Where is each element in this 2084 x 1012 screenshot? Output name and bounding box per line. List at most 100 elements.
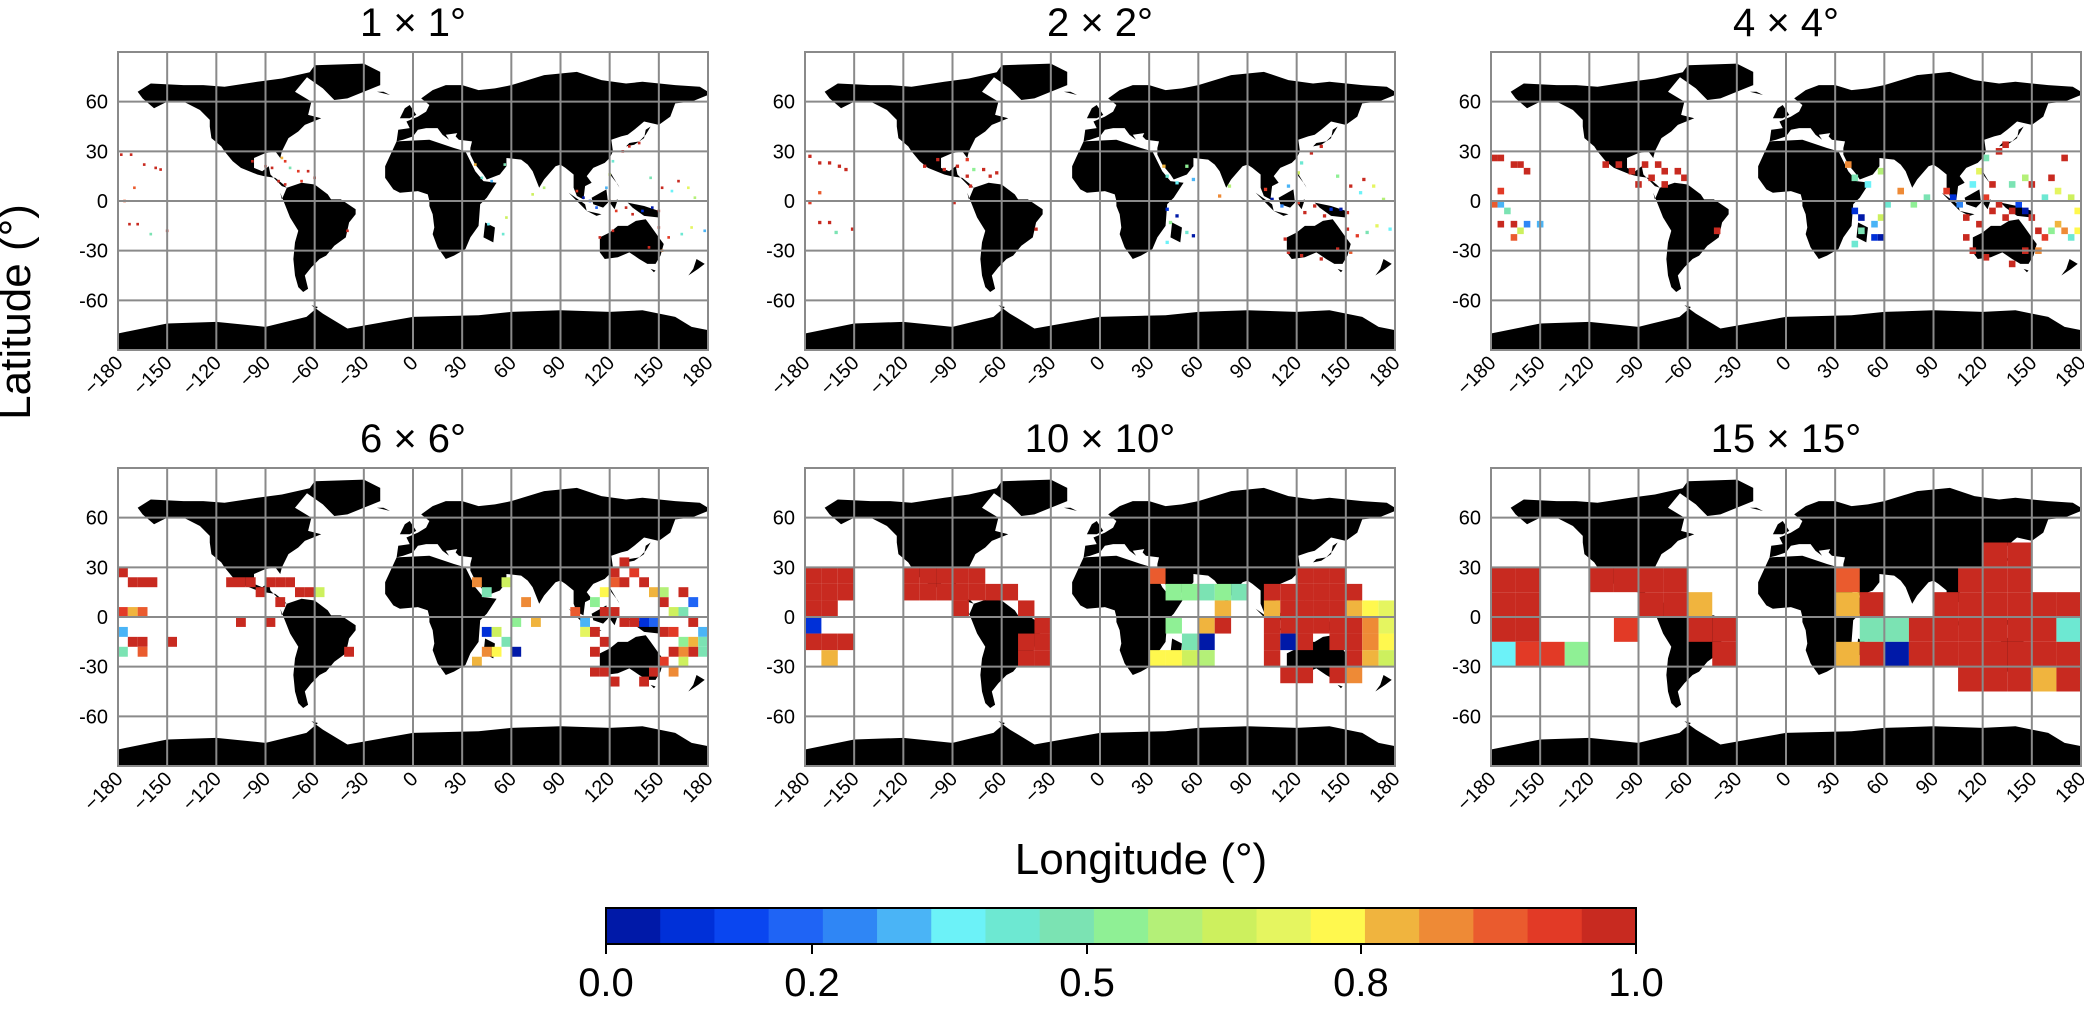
- lat-tick-label: -60: [766, 706, 795, 728]
- grid-cell: [1877, 167, 1885, 175]
- grid-cell: [1958, 617, 1983, 642]
- grid-cell: [118, 567, 128, 578]
- grid-cell: [1165, 207, 1169, 211]
- grid-cell: [1602, 161, 1609, 168]
- grid-cell: [136, 222, 139, 226]
- grid-cell: [599, 587, 610, 598]
- colorbar-segment: [1364, 908, 1420, 944]
- grid-cell: [834, 230, 838, 235]
- panel-title: 1 × 1°: [360, 1, 466, 45]
- grid-cell: [1976, 167, 1983, 175]
- grid-cell: [236, 577, 246, 588]
- grid-cell: [275, 597, 286, 608]
- lon-tick-label: −90: [1608, 768, 1648, 808]
- grid-cell: [129, 153, 133, 156]
- grid-cell: [2015, 201, 2022, 208]
- grid-cell: [1365, 230, 1369, 235]
- colorbar-segment: [606, 908, 661, 944]
- grid-cell: [2074, 207, 2081, 215]
- grid-cell: [1313, 600, 1330, 617]
- grid-cell: [2031, 666, 2057, 692]
- colorbar-segment: [1527, 908, 1583, 944]
- lat-tick-label: 60: [773, 508, 795, 530]
- grid-cell: [1149, 650, 1166, 667]
- grid-cell: [570, 607, 581, 617]
- grid-cell: [270, 166, 274, 170]
- grid-cell: [952, 567, 969, 584]
- grid-cell: [1198, 650, 1215, 667]
- grid-cell: [1345, 583, 1363, 601]
- grid-cell: [1362, 177, 1366, 182]
- lat-tick-label: -30: [766, 241, 795, 263]
- grid-cell: [1345, 617, 1363, 634]
- grid-cell: [667, 236, 670, 239]
- grid-cell: [277, 179, 280, 183]
- lon-tick-label: −90: [235, 768, 275, 808]
- grid-cell: [118, 646, 128, 657]
- grid-cell: [580, 617, 590, 627]
- map-frame: [804, 467, 1396, 767]
- grid-cell: [1933, 617, 1959, 642]
- grid-cell: [2067, 194, 2075, 201]
- grid-cell: [1185, 230, 1189, 235]
- grid-cell: [1835, 641, 1860, 667]
- lat-tick-label: -30: [766, 657, 795, 679]
- grid-cell: [1378, 600, 1395, 617]
- lat-tick-label: 30: [773, 557, 795, 579]
- grid-cell: [1963, 214, 1970, 221]
- grid-cell: [1319, 257, 1323, 261]
- grid-cell: [1319, 144, 1323, 149]
- lon-tick-label: 180: [2051, 352, 2084, 391]
- grid-cell: [275, 577, 286, 588]
- grid-cell: [575, 189, 579, 193]
- lat-tick-label: -30: [1452, 241, 1481, 263]
- colorbar-frame: [605, 907, 1637, 945]
- grid-cell: [511, 646, 522, 657]
- grid-cell: [1933, 641, 1959, 667]
- grid-cell: [1982, 253, 1990, 261]
- grid-cell: [698, 636, 708, 647]
- colorbar-segment: [1419, 908, 1474, 944]
- lon-tick-label: 0: [1086, 768, 1109, 791]
- grid-cell: [693, 196, 697, 200]
- grid-cell: [1884, 641, 1909, 667]
- grid-cell: [678, 656, 689, 667]
- grid-cell: [1943, 187, 1950, 195]
- panel-title: 2 × 2°: [1047, 1, 1153, 45]
- grid-cell: [1198, 633, 1215, 651]
- map-frame: [804, 51, 1396, 351]
- grid-cell: [481, 646, 492, 657]
- grid-cell: [2048, 174, 2055, 182]
- grid-cell: [147, 577, 158, 588]
- lon-tick-label: 180: [2051, 768, 2084, 807]
- grid-cell: [505, 216, 508, 219]
- grid-cell: [1982, 666, 2008, 692]
- grid-cell: [1969, 181, 1977, 188]
- lon-tick-label: 180: [678, 352, 717, 391]
- lon-tick-label: −120: [1551, 352, 1598, 399]
- grid-cell: [1034, 227, 1038, 231]
- grid-cell: [903, 567, 920, 584]
- grid-cell: [649, 617, 659, 627]
- colorbar: 0.0 0.2 0.5 0.8 1.0: [578, 907, 1664, 1005]
- grid-cell: [805, 600, 822, 617]
- grid-cell: [137, 607, 148, 617]
- grid-cell: [118, 626, 128, 637]
- grid-cell: [2031, 592, 2057, 617]
- grid-cell: [1982, 641, 2008, 667]
- lat-tick-label: 60: [1459, 508, 1481, 530]
- grid-cell: [611, 229, 615, 233]
- grid-cell: [595, 206, 598, 209]
- grid-cell: [1674, 167, 1682, 175]
- grid-cell: [1510, 234, 1518, 241]
- lon-tick-label: 120: [1267, 768, 1306, 807]
- grid-cell: [1034, 617, 1051, 634]
- grid-cell: [1517, 227, 1524, 235]
- grid-cell: [2007, 666, 2032, 692]
- grid-cell: [668, 666, 679, 677]
- grid-cell: [1388, 227, 1392, 231]
- grid-cell: [1296, 666, 1314, 684]
